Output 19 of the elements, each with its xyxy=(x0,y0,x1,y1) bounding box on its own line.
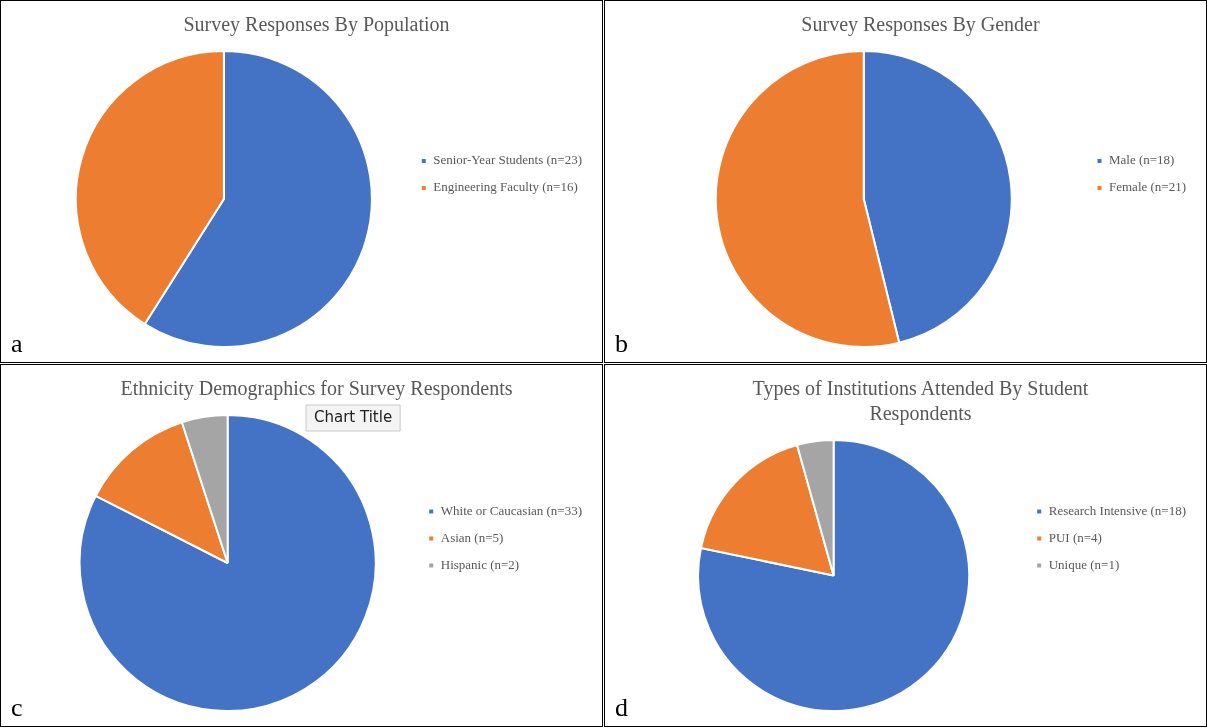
legend-label: Male (n=18) xyxy=(1109,152,1175,168)
legend-label: Female (n=21) xyxy=(1109,179,1187,195)
legend-label: White or Caucasian (n=33) xyxy=(440,502,583,518)
text: Chart Title xyxy=(314,407,393,426)
text: d xyxy=(615,692,628,722)
chart-title: Ethnicity Demographics for Survey Respondents xyxy=(120,376,513,400)
legend-label: Unique (n=1) xyxy=(1048,556,1120,572)
legend-label: Engineering Faculty (n=16) xyxy=(433,179,578,195)
legend-label: Senior-Year Students (n=23) xyxy=(433,152,583,168)
chart-title: Survey Responses By Gender xyxy=(801,12,1040,36)
legend-label: Hispanic (n=2) xyxy=(440,556,520,572)
legend-label: Research Intensive (n=18) xyxy=(1048,502,1186,518)
text: a xyxy=(11,328,23,358)
chart-title: Types of Institutions Attended By Student Respondents xyxy=(752,376,1089,425)
text: b xyxy=(615,328,628,358)
text: c xyxy=(11,692,23,722)
chart-title: Survey Responses By Population xyxy=(183,12,450,36)
legend-label: PUI (n=4) xyxy=(1048,529,1102,545)
legend-label: Asian (n=5) xyxy=(440,529,504,545)
